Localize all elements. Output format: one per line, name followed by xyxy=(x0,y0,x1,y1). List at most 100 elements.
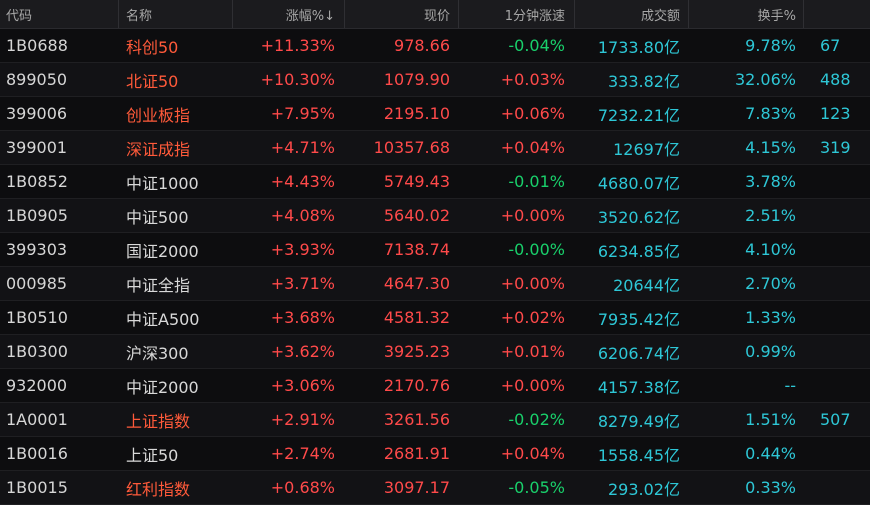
cell-extra xyxy=(820,335,870,368)
table-row[interactable]: 1A0001 上证指数 +2.91% 3261.56 -0.02% 8279.49亿 1.5… xyxy=(0,403,870,437)
cell-volume: 4680.07亿 xyxy=(597,173,680,193)
cell-volume: 8279.49亿 xyxy=(597,411,680,431)
header-change-pct[interactable]: 涨幅%↓ xyxy=(285,8,335,24)
cell-price: 5640.02 xyxy=(383,206,450,225)
cell-name: 国证2000 xyxy=(126,241,199,261)
cell-price: 978.66 xyxy=(394,36,450,55)
cell-turnover: 0.99% xyxy=(745,342,796,361)
header-code[interactable]: 代码 xyxy=(6,8,33,24)
cell-name: 创业板指 xyxy=(126,105,191,125)
cell-extra xyxy=(820,471,870,504)
table-body: 1B0688 科创50 +11.33% 978.66 -0.04% 1733.80亿 9.7… xyxy=(0,29,870,505)
cell-code: 932000 xyxy=(6,376,68,395)
cell-name: 上证指数 xyxy=(126,411,191,431)
cell-change-pct: +3.93% xyxy=(270,240,335,259)
cell-volume: 12697亿 xyxy=(613,139,680,159)
cell-change-pct: +0.68% xyxy=(270,478,335,497)
header-price[interactable]: 现价 xyxy=(423,8,450,24)
cell-price: 3097.17 xyxy=(383,478,450,497)
cell-turnover: 9.78% xyxy=(745,36,796,55)
cell-speed: +0.04% xyxy=(500,138,565,157)
table-row[interactable]: 932000 中证2000 +3.06% 2170.76 +0.00% 4157.38亿 -… xyxy=(0,369,870,403)
cell-speed: +0.00% xyxy=(500,376,565,395)
cell-name: 中证全指 xyxy=(126,275,191,295)
cell-price: 10357.68 xyxy=(373,138,450,157)
cell-extra xyxy=(820,199,870,232)
table-row[interactable]: 000985 中证全指 +3.71% 4647.30 +0.00% 20644亿 2.70% xyxy=(0,267,870,301)
cell-name: 中证1000 xyxy=(126,173,199,193)
table-row[interactable]: 399001 深证成指 +4.71% 10357.68 +0.04% 12697亿 4.15… xyxy=(0,131,870,165)
cell-code: 000985 xyxy=(6,274,68,293)
cell-code: 399006 xyxy=(6,104,68,123)
header-speed[interactable]: 1分钟涨速 xyxy=(504,8,565,24)
cell-speed: -0.05% xyxy=(508,478,565,497)
cell-volume: 20644亿 xyxy=(613,275,680,295)
header-turnover[interactable]: 换手% xyxy=(757,8,796,24)
cell-speed: +0.02% xyxy=(500,308,565,327)
cell-code: 1B0015 xyxy=(6,478,68,497)
cell-price: 1079.90 xyxy=(383,70,450,89)
cell-extra: 67 xyxy=(820,36,841,55)
table-row[interactable]: 399303 国证2000 +3.93% 7138.74 -0.00% 6234.85亿 4… xyxy=(0,233,870,267)
cell-price: 3261.56 xyxy=(383,410,450,429)
cell-speed: -0.02% xyxy=(508,410,565,429)
cell-change-pct: +3.62% xyxy=(270,342,335,361)
cell-name: 沪深300 xyxy=(126,343,189,363)
cell-change-pct: +3.71% xyxy=(270,274,335,293)
table-row[interactable]: 899050 北证50 +10.30% 1079.90 +0.03% 333.82亿 32.… xyxy=(0,63,870,97)
cell-speed: +0.03% xyxy=(500,70,565,89)
cell-turnover: 0.44% xyxy=(745,444,796,463)
cell-speed: -0.04% xyxy=(508,36,565,55)
cell-speed: +0.00% xyxy=(500,274,565,293)
table-row[interactable]: 1B0016 上证50 +2.74% 2681.91 +0.04% 1558.45亿 0.4… xyxy=(0,437,870,471)
cell-name: 中证2000 xyxy=(126,377,199,397)
cell-change-pct: +4.71% xyxy=(270,138,335,157)
cell-price: 4581.32 xyxy=(383,308,450,327)
cell-code: 1B0016 xyxy=(6,444,68,463)
cell-name: 上证50 xyxy=(126,445,179,465)
cell-speed: +0.04% xyxy=(500,444,565,463)
cell-price: 2170.76 xyxy=(383,376,450,395)
table-row[interactable]: 399006 创业板指 +7.95% 2195.10 +0.06% 7232.21亿 7.8… xyxy=(0,97,870,131)
header-name[interactable]: 名称 xyxy=(126,8,153,24)
cell-price: 3925.23 xyxy=(383,342,450,361)
cell-turnover: -- xyxy=(784,376,796,395)
cell-volume: 7232.21亿 xyxy=(597,105,680,125)
table-header: 代码 名称 涨幅%↓ 现价 1分钟涨速 成交额 换手% xyxy=(0,0,870,29)
cell-volume: 4157.38亿 xyxy=(597,377,680,397)
cell-speed: +0.01% xyxy=(500,342,565,361)
cell-turnover: 2.51% xyxy=(745,206,796,225)
cell-turnover: 3.78% xyxy=(745,172,796,191)
table-row[interactable]: 1B0510 中证A500 +3.68% 4581.32 +0.02% 7935.42亿 1… xyxy=(0,301,870,335)
table-row[interactable]: 1B0688 科创50 +11.33% 978.66 -0.04% 1733.80亿 9.7… xyxy=(0,29,870,63)
table-row[interactable]: 1B0300 沪深300 +3.62% 3925.23 +0.01% 6206.74亿 0.… xyxy=(0,335,870,369)
cell-change-pct: +10.30% xyxy=(260,70,335,89)
table-row[interactable]: 1B0905 中证500 +4.08% 5640.02 +0.00% 3520.62亿 2.… xyxy=(0,199,870,233)
cell-turnover: 0.33% xyxy=(745,478,796,497)
cell-volume: 1558.45亿 xyxy=(597,445,680,465)
cell-name: 北证50 xyxy=(126,71,179,91)
cell-code: 399001 xyxy=(6,138,68,157)
cell-change-pct: +4.08% xyxy=(270,206,335,225)
cell-extra: 507 xyxy=(820,410,851,429)
cell-change-pct: +7.95% xyxy=(270,104,335,123)
cell-volume: 3520.62亿 xyxy=(597,207,680,227)
cell-extra xyxy=(820,165,870,198)
cell-turnover: 4.15% xyxy=(745,138,796,157)
table-row[interactable]: 1B0015 红利指数 +0.68% 3097.17 -0.05% 293.02亿 0.33… xyxy=(0,471,870,505)
cell-code: 399303 xyxy=(6,240,68,259)
cell-speed: +0.06% xyxy=(500,104,565,123)
cell-name: 中证500 xyxy=(126,207,189,227)
cell-price: 5749.43 xyxy=(383,172,450,191)
table-row[interactable]: 1B0852 中证1000 +4.43% 5749.43 -0.01% 4680.07亿 3… xyxy=(0,165,870,199)
cell-extra: 488 xyxy=(820,70,851,89)
cell-turnover: 32.06% xyxy=(734,70,796,89)
cell-volume: 6234.85亿 xyxy=(597,241,680,261)
cell-volume: 7935.42亿 xyxy=(597,309,680,329)
header-volume[interactable]: 成交额 xyxy=(640,8,680,24)
cell-turnover: 7.83% xyxy=(745,104,796,123)
cell-change-pct: +3.68% xyxy=(270,308,335,327)
cell-change-pct: +2.91% xyxy=(270,410,335,429)
cell-extra xyxy=(820,233,870,266)
